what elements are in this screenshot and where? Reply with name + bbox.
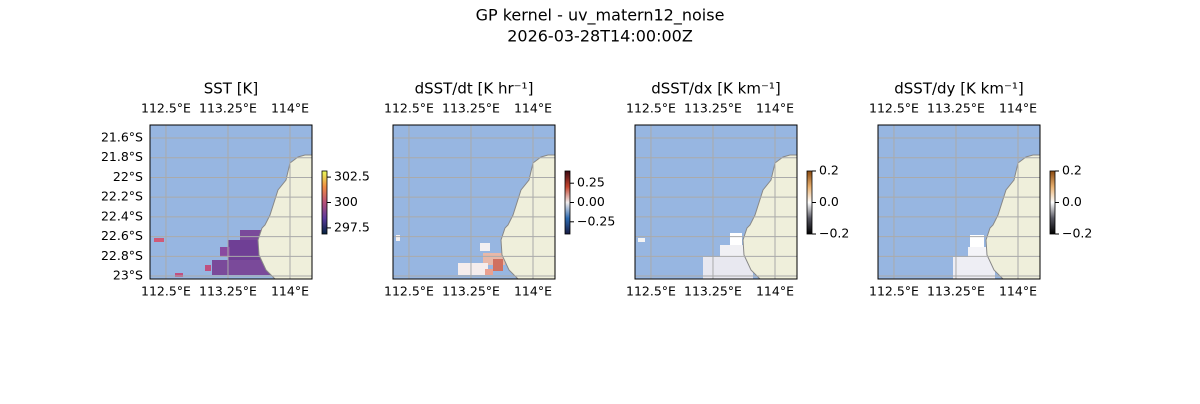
map-axes: 112.5°E 112.5°E 113.25°E 113.25°E 114°E 114°E	[869, 101, 1041, 299]
lon-label-bottom: 114°E	[271, 284, 309, 299]
lon-label-top: 113.25°E	[684, 101, 742, 116]
colorbar	[321, 170, 328, 235]
panel-title: dSST/dt [K hr⁻¹]	[415, 80, 534, 98]
map-axes: 112.5°E 112.5°E 113.25°E 113.25°E 114°E 114°E	[626, 101, 798, 299]
colorbar-tick-label: 0.00	[577, 194, 605, 209]
lat-label: 22.2°S	[101, 189, 143, 204]
lon-label-top: 112.5°E	[626, 101, 676, 116]
colorbar	[806, 170, 813, 235]
panel-title: SST [K]	[204, 80, 259, 98]
lat-label: 21.8°S	[101, 149, 143, 164]
map-content	[150, 125, 312, 279]
colorbar-tick-label: 0.2	[1062, 163, 1082, 178]
lon-label-bottom: 113.25°E	[927, 284, 985, 299]
lon-label-bottom: 112.5°E	[869, 284, 919, 299]
lat-label: 22.6°S	[101, 228, 143, 243]
colorbar-tick-label: 302.5	[334, 169, 370, 184]
map-frame	[634, 124, 798, 280]
map-axes: 112.5°E 112.5°E 113.25°E 113.25°E 114°E 114°E…	[101, 101, 313, 299]
colorbar-tick-label: 0.2	[819, 163, 839, 178]
lon-label-bottom: 112.5°E	[626, 284, 676, 299]
map-content	[878, 125, 1040, 279]
map-axes: 112.5°E 112.5°E 113.25°E 113.25°E 114°E 114°E	[384, 101, 556, 299]
lon-label-top: 112.5°E	[141, 101, 191, 116]
lon-label-bottom: 112.5°E	[141, 284, 191, 299]
colorbar-tick-label: −0.2	[819, 226, 849, 241]
colorbar-tick-label: 0.0	[819, 194, 839, 209]
figure-subtitle: 2026-03-28T14:00:00Z	[507, 27, 693, 46]
lon-label-top: 112.5°E	[869, 101, 919, 116]
lon-label-top: 114°E	[756, 101, 794, 116]
figure-title: GP kernel - uv_matern12_noise	[476, 6, 725, 26]
lon-label-bottom: 114°E	[514, 284, 552, 299]
lon-label-bottom: 114°E	[999, 284, 1037, 299]
colorbar-tick-label: 300	[334, 194, 358, 209]
lat-label: 22°S	[113, 169, 143, 184]
lon-label-top: 112.5°E	[384, 101, 434, 116]
lat-label: 21.6°S	[101, 130, 143, 145]
map-frame	[877, 124, 1041, 280]
lat-label: 22.8°S	[101, 248, 143, 263]
lon-label-bottom: 113.25°E	[442, 284, 500, 299]
panel-title: dSST/dy [K km⁻¹]	[894, 80, 1024, 98]
map-frame	[392, 124, 556, 280]
lon-label-bottom: 113.25°E	[684, 284, 742, 299]
colorbar	[1049, 170, 1056, 235]
lon-label-top: 114°E	[514, 101, 552, 116]
colorbar	[564, 170, 571, 235]
lon-label-bottom: 113.25°E	[199, 284, 257, 299]
lon-label-top: 113.25°E	[927, 101, 985, 116]
lat-label: 23°S	[113, 268, 143, 283]
colorbar-tick-label: 0.25	[577, 175, 605, 190]
lon-label-top: 113.25°E	[199, 101, 257, 116]
map-content	[393, 125, 555, 279]
panel-title: dSST/dx [K km⁻¹]	[651, 80, 781, 98]
lat-label: 22.4°S	[101, 208, 143, 223]
lon-label-bottom: 114°E	[756, 284, 794, 299]
colorbar-tick-label: 0.0	[1062, 194, 1082, 209]
map-content	[635, 125, 797, 279]
map-frame	[149, 124, 313, 280]
lon-label-top: 113.25°E	[442, 101, 500, 116]
colorbar-tick-label: −0.2	[1062, 226, 1092, 241]
lon-label-top: 114°E	[271, 101, 309, 116]
colorbar-tick-label: 297.5	[334, 219, 370, 234]
lon-label-top: 114°E	[999, 101, 1037, 116]
lon-label-bottom: 112.5°E	[384, 284, 434, 299]
colorbar-tick-label: −0.25	[577, 213, 615, 228]
